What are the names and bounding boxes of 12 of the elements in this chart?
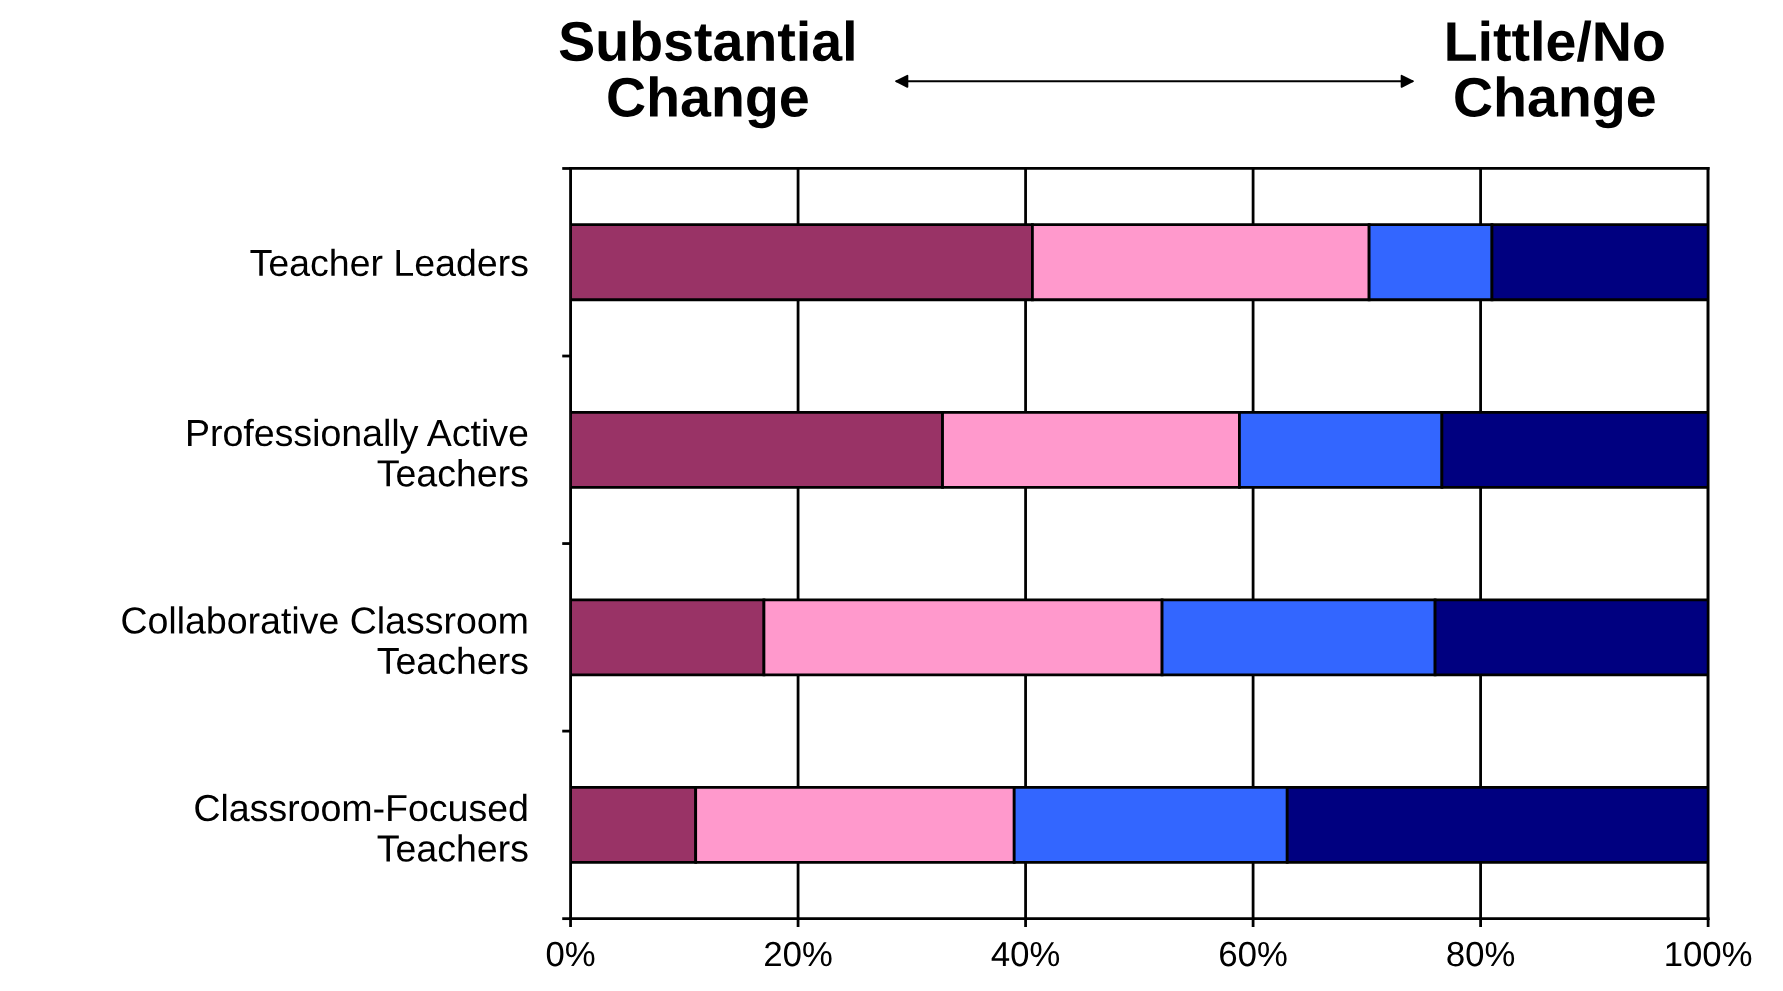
y-tick-label: Collaborative Classroom Teachers — [122, 606, 528, 675]
y-tick-label: Teacher Leaders — [250, 248, 528, 277]
x-tick-label: 40% — [991, 941, 1060, 967]
x-tick-label: 0% — [546, 941, 595, 967]
y-tick-label: Classroom-Focused Teachers — [195, 793, 528, 862]
x-tick-label: 60% — [1220, 941, 1287, 967]
x-tick-label: 80% — [1447, 941, 1515, 967]
y-tick-label: Professionally Active Teachers — [188, 418, 528, 487]
x-tick-label: 100% — [1666, 941, 1752, 967]
x-tick-label: 20% — [765, 941, 832, 967]
text: Little/No Change — [1447, 20, 1664, 129]
text: Substantial Change — [559, 20, 854, 129]
